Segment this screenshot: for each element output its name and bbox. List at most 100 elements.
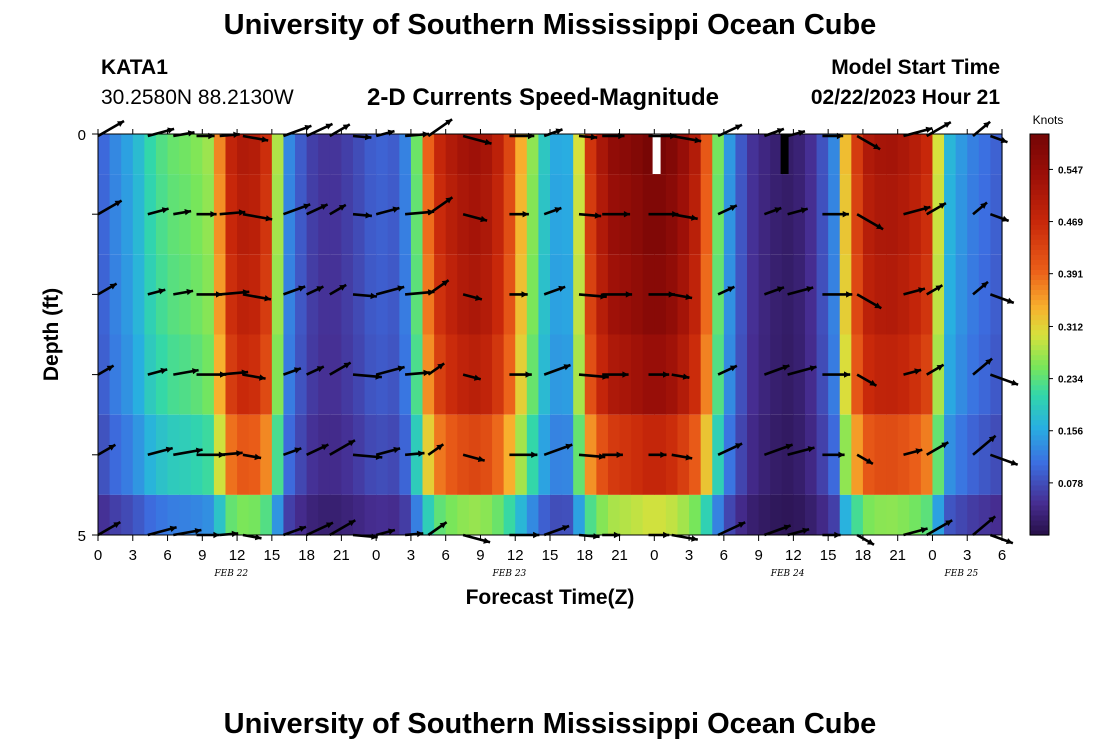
heatmap-cell — [932, 174, 945, 255]
colorbar-segment — [1030, 274, 1049, 280]
current-arrow — [242, 373, 266, 381]
heatmap-cell — [689, 174, 702, 255]
heatmap-cell — [109, 254, 122, 335]
heatmap-cell — [932, 334, 945, 415]
heatmap-cell — [202, 134, 215, 175]
arrow-head — [169, 525, 177, 532]
arrow-head — [800, 207, 808, 214]
colorbar-segment — [1030, 444, 1049, 451]
x-tick-label: 18 — [855, 547, 872, 564]
heatmap-cell — [271, 494, 285, 535]
heatmap-cell — [886, 494, 899, 535]
arrow-head — [782, 364, 790, 371]
heatmap-cell — [492, 254, 505, 335]
arrow-head — [738, 522, 746, 528]
heatmap-cell — [631, 134, 644, 175]
current-arrow — [671, 293, 693, 300]
heatmap-cell — [237, 494, 250, 535]
heatmap-cell — [712, 494, 725, 535]
x-tick-label: 15 — [820, 547, 837, 564]
heatmap-cell — [468, 134, 482, 175]
heatmap-cell — [318, 174, 331, 255]
heatmap-cell — [318, 134, 331, 175]
arrow-head — [925, 126, 933, 133]
arrow-head — [445, 197, 453, 204]
arrow-head — [936, 364, 944, 371]
heatmap-cell — [793, 174, 806, 255]
heatmap-cell — [607, 494, 621, 535]
heatmap-cell — [886, 174, 899, 255]
colorbar-segment — [1030, 524, 1049, 531]
colorbar-segment — [1030, 264, 1049, 270]
heatmap-cell — [364, 414, 377, 495]
arrow-head — [555, 128, 563, 135]
heatmap-cell — [920, 494, 934, 535]
current-arrow — [329, 283, 347, 296]
heatmap-cell — [248, 414, 261, 495]
heatmap-cell — [109, 494, 122, 535]
heatmap-cell — [967, 494, 980, 535]
heatmap-cell — [793, 414, 806, 495]
arrow-head — [473, 374, 481, 381]
heatmap-cell — [376, 334, 389, 415]
heatmap-cell — [109, 414, 122, 495]
heatmap-cell — [747, 174, 760, 255]
arrow-head — [113, 522, 121, 528]
arrow-head — [623, 211, 631, 218]
x-axis-label: Forecast Time(Z) — [466, 586, 635, 609]
heatmap-cell — [804, 134, 818, 175]
arrow-head — [729, 365, 737, 372]
heatmap-cell — [538, 494, 551, 535]
date-label: FEB 24 — [770, 569, 805, 579]
arrow-head — [1010, 459, 1018, 466]
heatmap-cell — [700, 134, 713, 175]
colorbar-segment — [1030, 139, 1049, 145]
current-arrow — [543, 206, 562, 216]
current-arrow — [306, 443, 329, 456]
arrow-head — [365, 212, 372, 219]
current-arrow — [671, 134, 702, 144]
arrow-head — [165, 446, 173, 453]
current-arrow — [173, 447, 203, 457]
current-arrow — [543, 128, 563, 138]
colorbar-segment — [1030, 269, 1049, 275]
x-tick-label: 21 — [611, 547, 628, 564]
heatmap-cell — [109, 134, 122, 175]
arrow-head — [594, 212, 602, 219]
colorbar-segment — [1030, 519, 1049, 526]
arrow-head — [364, 133, 372, 141]
colorbar-segment — [1030, 289, 1049, 295]
heatmap-cell — [225, 494, 238, 535]
colorbar-segment — [1030, 194, 1049, 200]
heatmap-cell — [909, 414, 922, 495]
heatmap-cell — [804, 254, 818, 335]
colorbar-segment — [1030, 379, 1049, 386]
arrow-head — [475, 294, 482, 301]
x-tick-label: 3 — [685, 547, 693, 564]
heatmap-cell — [538, 134, 551, 175]
arrow-head — [236, 450, 243, 457]
current-arrow — [578, 133, 598, 141]
arrow-head — [483, 537, 491, 544]
arrow-head — [838, 451, 845, 458]
arrow-head — [261, 136, 269, 143]
current-arrow — [602, 451, 623, 458]
heatmap-cell — [468, 414, 482, 495]
colorbar-tick-label: 0.156 — [1058, 427, 1083, 438]
current-arrow — [242, 293, 272, 302]
heatmap-cell — [550, 254, 563, 335]
heatmap-cell — [260, 414, 273, 495]
arrow-head — [522, 211, 529, 218]
chart-subtitle: 2-D Currents Speed-Magnitude — [367, 84, 720, 111]
x-tick-label: 3 — [963, 547, 971, 564]
arrow-head — [590, 133, 598, 141]
heatmap-cell — [155, 174, 169, 255]
colorbar-segment — [1030, 514, 1049, 521]
heatmap-cell — [387, 414, 400, 495]
chart-title: University of Southern Mississippi Ocean… — [223, 9, 877, 41]
heatmap-cell — [839, 134, 852, 175]
heatmap-cell — [677, 414, 690, 495]
current-arrow — [306, 365, 325, 376]
x-tick-label: 9 — [754, 547, 762, 564]
current-arrow — [671, 212, 698, 221]
